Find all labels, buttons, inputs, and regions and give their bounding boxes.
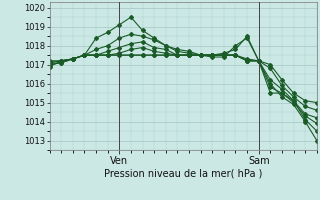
X-axis label: Pression niveau de la mer( hPa ): Pression niveau de la mer( hPa ) — [104, 168, 262, 178]
